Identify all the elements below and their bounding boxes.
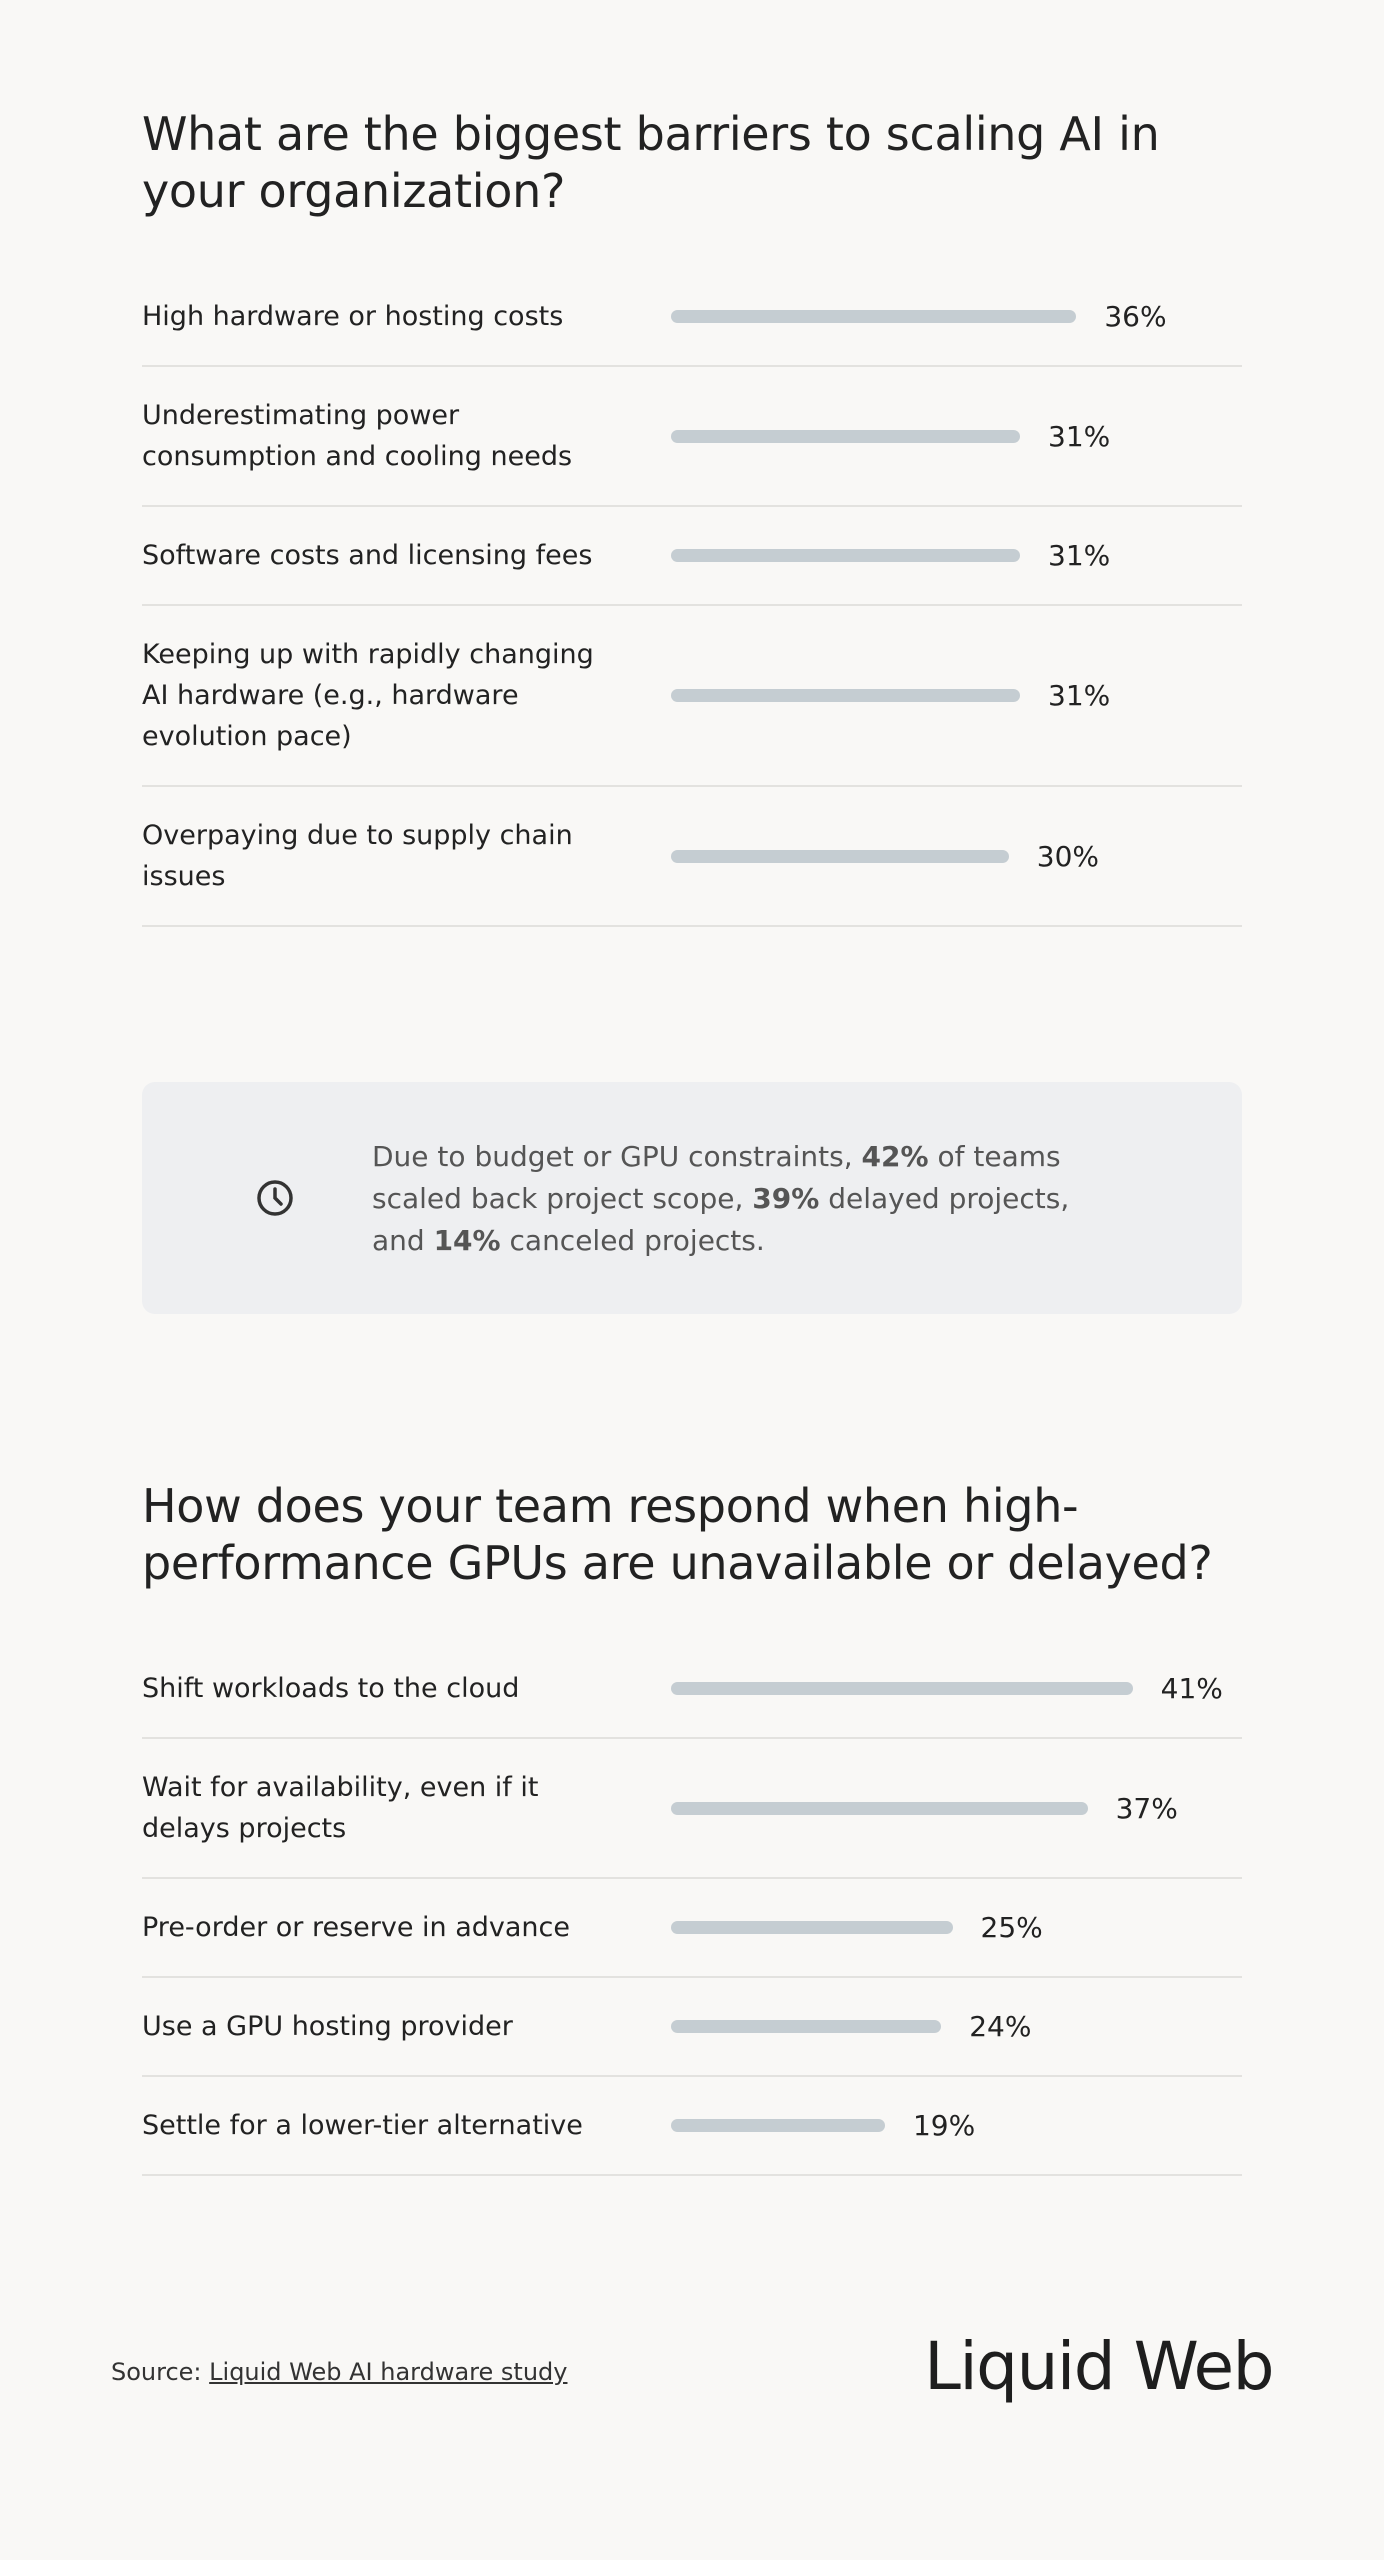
clock-icon — [257, 1180, 293, 1216]
bar — [671, 689, 1021, 702]
category-label: Wait for availability, even if it delays… — [142, 1772, 539, 1844]
logo: Liquid Web — [924, 2328, 1274, 2405]
callout-stat: 42% — [861, 1140, 929, 1173]
callout-text: Due to budget or GPU constraints, 42% of… — [372, 1136, 1152, 1262]
bar-row: Overpaying due to supply chain issues 30% — [142, 787, 1242, 927]
value-label: 36% — [1104, 300, 1167, 333]
category-label: Pre-order or reserve in advance — [142, 1912, 570, 1943]
category-label: Underestimating power consumption and co… — [142, 400, 573, 472]
bar-row: Settle for a lower-tier alternative 19% — [142, 2077, 1242, 2176]
category-label: Use a GPU hosting provider — [142, 2011, 513, 2042]
chart-section: How does your team respond when high-per… — [142, 1478, 1242, 2176]
category-label: High hardware or hosting costs — [142, 301, 564, 332]
value-label: 31% — [1048, 419, 1111, 453]
category-label: Shift workloads to the cloud — [142, 1673, 520, 1704]
bar — [671, 1801, 1088, 1815]
bar — [671, 2119, 885, 2132]
callout-text-part: canceled projects. — [500, 1224, 765, 1257]
bar — [671, 310, 1077, 323]
value-label: 30% — [1036, 839, 1100, 873]
category-label: Keeping up with rapidly changing AI hard… — [142, 639, 594, 752]
source: Source: Liquid Web AI hardware study — [111, 2358, 567, 2386]
chart-rows: High hardware or hosting costs 36% Underes… — [142, 268, 1242, 927]
callout-stat: 39% — [752, 1182, 820, 1215]
source-link[interactable]: Liquid Web AI hardware study — [209, 2358, 568, 2386]
bar — [671, 1921, 953, 1934]
value-label: 31% — [1048, 679, 1111, 712]
category-label: Overpaying due to supply chain issues — [142, 820, 573, 892]
callout-stat: 14% — [433, 1224, 501, 1257]
bar — [671, 429, 1021, 443]
source-label: Source: — [111, 2358, 202, 2386]
bar — [671, 2020, 942, 2033]
bar — [671, 1682, 1133, 1695]
bar-row: Wait for availability, even if it delays… — [142, 1739, 1242, 1879]
bar-row: Keeping up with rapidly changing AI hard… — [142, 606, 1242, 787]
callout-text-part: of teams scaled back project scope, — [372, 1140, 1061, 1215]
bar-row: Use a GPU hosting provider 24% — [142, 1978, 1242, 2077]
callout-text-part: Due to budget or GPU constraints, — [372, 1140, 862, 1173]
value-label: 24% — [969, 2010, 1032, 2043]
callout: Due to budget or GPU constraints, 42% of… — [142, 1082, 1242, 1314]
bar — [671, 549, 1021, 562]
category-label: Software costs and licensing fees — [142, 540, 593, 571]
chart-section: What are the biggest barriers to scaling… — [142, 106, 1242, 927]
callout-text-part: delayed projects, — [819, 1182, 1070, 1215]
chart-title: What are the biggest barriers to scaling… — [142, 107, 1160, 218]
chart-title: How does your team respond when high-per… — [142, 1479, 1213, 1590]
bar-row: Underestimating power consumption and co… — [142, 367, 1242, 507]
bar-row: Pre-order or reserve in advance 25% — [142, 1879, 1242, 1978]
value-label: 19% — [912, 2109, 976, 2142]
chart-rows: Shift workloads to the cloud 41% Wait for … — [142, 1640, 1242, 2176]
category-label: Settle for a lower-tier alternative — [142, 2110, 583, 2141]
value-label: 41% — [1160, 1672, 1223, 1705]
bar-row: Software costs and licensing fees 31% — [142, 507, 1242, 606]
value-label: 25% — [980, 1911, 1043, 1944]
callout-text-part: and — [372, 1224, 434, 1257]
bar-row: High hardware or hosting costs 36% — [142, 268, 1242, 367]
bar-row: Shift workloads to the cloud 41% — [142, 1640, 1242, 1739]
value-label: 31% — [1048, 539, 1111, 572]
value-label: 37% — [1115, 1791, 1178, 1825]
bar — [671, 849, 1009, 863]
